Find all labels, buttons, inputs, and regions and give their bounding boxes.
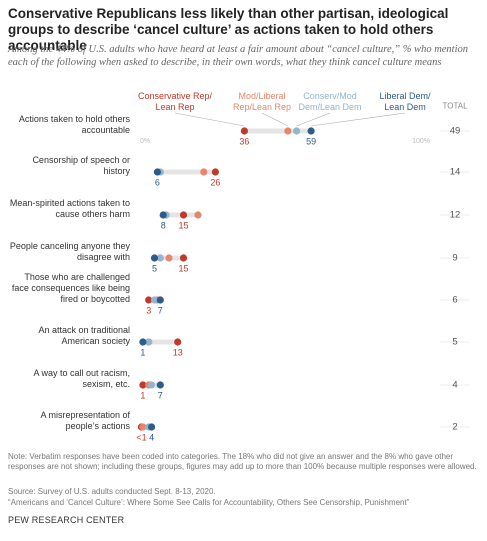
- legend-connector: [296, 112, 331, 127]
- value-label: 13: [173, 347, 183, 357]
- value-label: 8: [161, 220, 166, 230]
- x-tick-label: 100%: [412, 138, 430, 145]
- x-tick-label: 0%: [140, 138, 150, 145]
- note: Note: Verbatim responses have been coded…: [8, 452, 477, 471]
- total-value: 6: [452, 294, 458, 306]
- legend-label: Mod/Liberal Rep/Lean Rep: [232, 91, 292, 112]
- dot: [145, 296, 153, 304]
- dot: [200, 168, 208, 176]
- category-label: Censorship of speech or history: [32, 155, 130, 176]
- category-label: A way to call out racism, sexism, etc.: [33, 368, 130, 389]
- value-label: 6: [155, 177, 160, 187]
- dot: [145, 338, 153, 346]
- value-label: 26: [210, 177, 220, 187]
- dot: [139, 381, 147, 389]
- value-label: 59: [306, 136, 316, 146]
- dot: [139, 338, 147, 346]
- dot: [179, 211, 188, 219]
- value-label: 1: [140, 390, 145, 400]
- value-label: 15: [178, 263, 188, 273]
- category-label: People canceling anyone they disagree wi…: [9, 241, 130, 262]
- value-label: 4: [149, 432, 154, 442]
- dot: [165, 254, 173, 262]
- chart-title: Conservative Republicans less likely tha…: [8, 6, 449, 53]
- category-label: An attack on traditional American societ…: [38, 325, 130, 346]
- dot: [179, 254, 188, 262]
- dot: [150, 296, 159, 304]
- value-label: <1: [136, 432, 146, 442]
- legend-connector: [261, 112, 289, 127]
- subtitle: Among the 44% of U.S. adults who have he…: [8, 44, 469, 68]
- category-label: Actions taken to hold others accountable: [18, 114, 130, 135]
- total-value: 49: [449, 125, 461, 137]
- note: “Americans and ‘Cancel Culture’: Where S…: [8, 498, 410, 507]
- total-value: 2: [452, 421, 458, 433]
- dot: [174, 338, 182, 346]
- total-value: 9: [452, 252, 458, 264]
- dot: [156, 381, 164, 389]
- dot: [156, 254, 164, 262]
- dot: [284, 127, 292, 135]
- legend-label: Conserv/Mod Dem/Lean Dem: [298, 91, 362, 112]
- note: Source: Survey of U.S. adults conducted …: [8, 487, 216, 496]
- dot: [293, 127, 301, 135]
- footer: PEW RESEARCH CENTER: [8, 515, 125, 525]
- dot: [156, 296, 164, 304]
- value-label: 7: [158, 305, 163, 315]
- value-label: 1: [140, 347, 145, 357]
- dot: [211, 168, 219, 176]
- dot: [148, 381, 156, 389]
- dot: [194, 211, 202, 219]
- total-header: TOTAL: [442, 101, 468, 111]
- category-label: Mean-spirited actions taken to cause oth…: [9, 198, 130, 219]
- value-label: 7: [158, 390, 163, 400]
- legend-connector: [174, 112, 245, 127]
- dot: [159, 211, 167, 219]
- dot: [307, 127, 315, 135]
- legend-connector: [311, 112, 406, 127]
- total-value: 14: [449, 166, 461, 178]
- dot: [153, 168, 161, 176]
- value-label: 3: [146, 305, 151, 315]
- category-label: A misrepresentation of people’s actions: [40, 410, 130, 431]
- value-label: 5: [152, 263, 157, 273]
- total-value: 12: [449, 209, 461, 221]
- legend-label: Liberal Dem/ Lean Dem: [379, 91, 431, 112]
- total-value: 5: [452, 336, 458, 348]
- dot: [139, 423, 147, 431]
- value-label: 15: [178, 220, 188, 230]
- category-label: Those who are challenged face consequenc…: [11, 272, 130, 304]
- value-label: 36: [239, 136, 249, 146]
- dot: [150, 254, 159, 262]
- legend-label: Conservative Rep/ Lean Rep: [137, 91, 213, 112]
- total-value: 4: [452, 379, 458, 391]
- dot: [148, 423, 156, 431]
- dot: [240, 127, 248, 135]
